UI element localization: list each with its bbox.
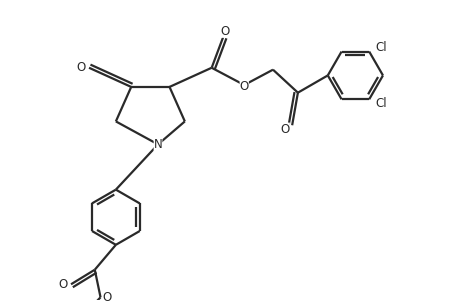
Text: O: O [220, 25, 229, 38]
Text: Cl: Cl [375, 41, 387, 54]
Text: O: O [76, 61, 85, 74]
Text: O: O [280, 123, 289, 136]
Text: O: O [102, 291, 111, 304]
Text: Cl: Cl [375, 97, 387, 110]
Text: O: O [239, 81, 248, 93]
Text: N: N [153, 138, 162, 151]
Text: O: O [58, 278, 67, 291]
